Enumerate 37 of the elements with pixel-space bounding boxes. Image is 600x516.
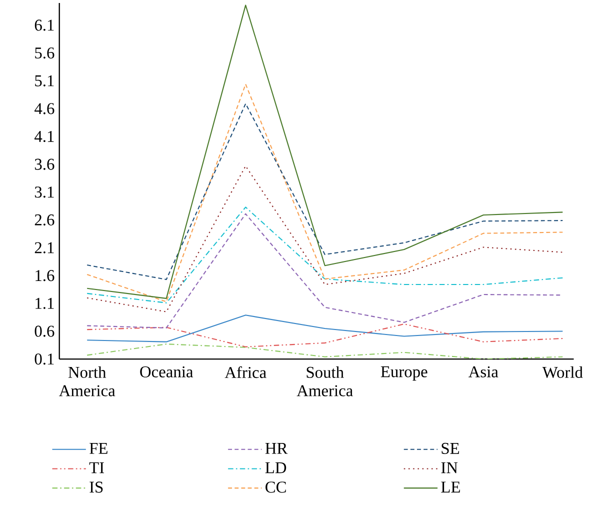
legend-label: IS [90, 481, 103, 493]
y-tick-label: 5.6 [35, 47, 54, 58]
x-tick-label: Asia [468, 366, 498, 378]
y-tick-label: 3.6 [34, 158, 54, 170]
y-tick-label: 1.6 [36, 270, 54, 281]
y-tick-label: 1.1 [36, 298, 54, 309]
x-tick-label: Oceania [140, 366, 194, 378]
line-series [86, 314, 564, 342]
x-tick-label: World [542, 366, 583, 378]
x-tick-label: North America [58, 366, 116, 396]
y-tick-label: 6.1 [34, 20, 54, 31]
legend-label: TI [89, 462, 104, 473]
y-tick-label: 4.1 [34, 130, 54, 142]
line-series [86, 323, 564, 348]
line-series [86, 165, 564, 312]
x-tick-label: South America [296, 366, 353, 396]
y-tick-label: 5.1 [35, 75, 54, 86]
legend-label: LD [265, 462, 286, 473]
y-tick-label: 3.1 [34, 186, 54, 198]
legend-label: SE [442, 442, 460, 454]
legend-label: IN [441, 462, 458, 473]
legend-label: FE [90, 442, 108, 454]
y-tick-label: 4.6 [34, 102, 54, 114]
x-tick-label: Africa [224, 366, 266, 378]
legend-label: HR [265, 442, 288, 454]
legend-label: CC [266, 481, 286, 493]
line-series [86, 102, 564, 280]
legend-label: LE [441, 482, 460, 492]
y-tick-label: 2.6 [34, 214, 54, 226]
y-tick-label: 0.6 [34, 326, 54, 337]
y-tick-label: 2.1 [34, 242, 54, 254]
y-tick-label: 0.1 [34, 353, 54, 364]
x-tick-label: Europe [380, 366, 428, 380]
line-series [86, 4, 564, 299]
line-series [86, 84, 564, 302]
line-series [86, 343, 564, 359]
line-series [86, 206, 564, 304]
